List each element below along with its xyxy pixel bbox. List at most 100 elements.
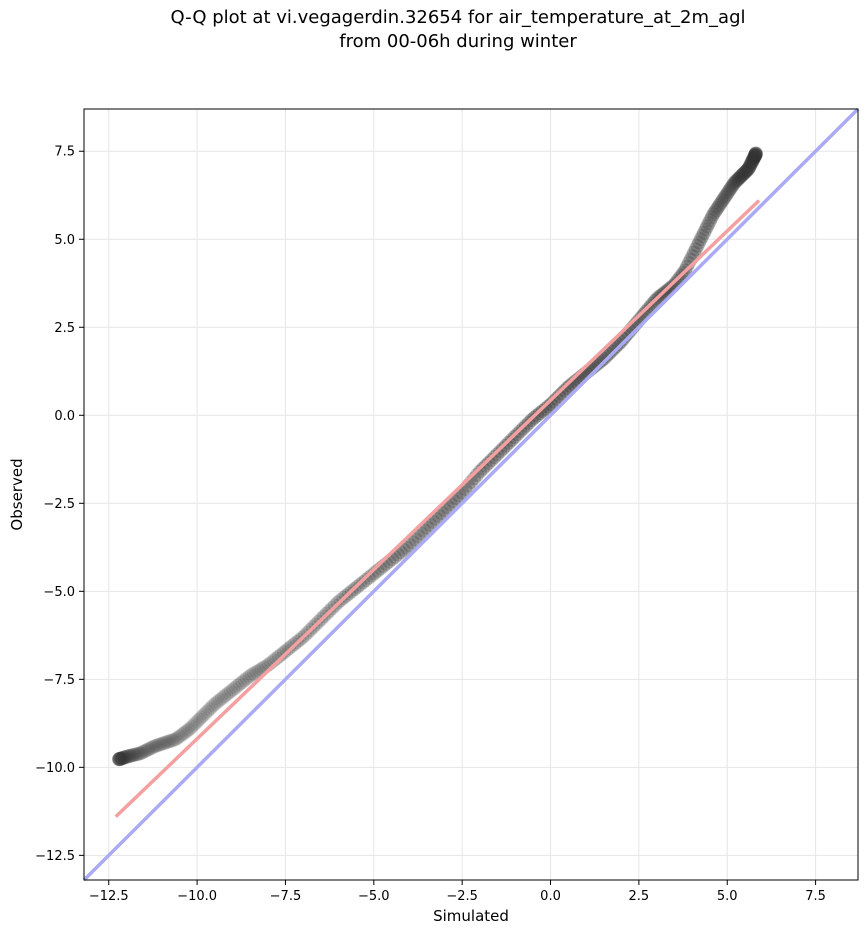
qq-point (146, 739, 161, 754)
qq-point (116, 750, 131, 765)
qq-point (228, 680, 243, 695)
qq-point (239, 671, 254, 686)
qq-point (601, 346, 616, 361)
qq-point (112, 752, 127, 767)
qq-point (118, 750, 133, 765)
qq-point (748, 147, 763, 162)
qq-point (162, 734, 177, 749)
qq-point (732, 170, 747, 185)
qq-point (117, 750, 132, 765)
qq-point (175, 727, 190, 742)
qq-point (706, 207, 721, 222)
qq-point (748, 147, 763, 162)
qq-point (728, 174, 743, 189)
qq-point (127, 747, 142, 762)
qq-point (740, 162, 755, 177)
qq-point (113, 751, 128, 766)
qq-point (748, 148, 763, 163)
qq-point (121, 749, 136, 764)
qq-point (188, 716, 203, 731)
qq-point (182, 721, 197, 736)
qq-point (359, 572, 374, 587)
qq-point (743, 157, 758, 172)
chart-title-line-2: from 00-06h during winter (339, 31, 577, 52)
qq-point (719, 187, 734, 202)
qq-point (113, 751, 128, 766)
qq-point (186, 718, 201, 733)
x-tick-label: 5.0 (717, 889, 738, 904)
qq-point (704, 210, 719, 225)
qq-point (232, 676, 247, 691)
qq-point (192, 712, 207, 727)
y-axis-label: Observed (8, 458, 26, 530)
qq-point (729, 173, 744, 188)
qq-point (731, 171, 746, 186)
y-tick-label: −10.0 (35, 761, 75, 776)
qq-point (144, 740, 159, 755)
qq-point (695, 228, 710, 243)
qq-point (212, 692, 227, 707)
chart-title: Q-Q plot at vi.vegagerdin.32654 for air_… (0, 6, 867, 54)
qq-point (745, 152, 760, 167)
qq-point (744, 155, 759, 170)
qq-point (717, 190, 732, 205)
qq-point (141, 742, 156, 757)
qq-point (170, 731, 185, 746)
qq-point (549, 391, 564, 406)
qq-point (115, 750, 130, 765)
qq-point (736, 166, 751, 181)
qq-point (414, 526, 429, 541)
y-tick-label: 2.5 (54, 321, 75, 336)
qq-point (118, 749, 133, 764)
qq-point (198, 706, 213, 721)
qq-point (487, 450, 502, 465)
qq-point (117, 750, 132, 765)
qq-point (130, 747, 145, 762)
qq-point (690, 238, 705, 253)
x-tick-label: −12.5 (89, 889, 129, 904)
qq-point (748, 146, 763, 161)
qq-point (472, 464, 487, 479)
qq-point (693, 232, 708, 247)
qq-point (710, 200, 725, 215)
qq-point (132, 746, 147, 761)
grid-lines (84, 109, 858, 880)
qq-point (399, 540, 414, 555)
qq-point (113, 751, 128, 766)
qq-point (478, 458, 493, 473)
qq-point (112, 752, 127, 767)
qq-point (554, 386, 569, 401)
qq-point (134, 745, 149, 760)
y-axis-ticks: −12.5 −10.0 −7.5 −5.0 −2.5 0.0 2.5 5.0 7.5 (35, 145, 84, 864)
qq-point (217, 689, 232, 704)
qq-point (715, 192, 730, 207)
qq-point (470, 467, 485, 482)
x-tick-label: 7.5 (805, 889, 826, 904)
qq-point (153, 737, 168, 752)
qq-point (722, 183, 737, 198)
qq-point (496, 441, 511, 456)
qq-point (226, 682, 241, 697)
qq-point (596, 351, 611, 366)
qq-point (711, 198, 726, 213)
reference-lines (82, 107, 860, 882)
y-tick-label: 0.0 (54, 409, 75, 424)
qq-point (116, 750, 131, 765)
qq-point (688, 242, 703, 257)
qq-point (274, 647, 289, 662)
qq-point (113, 751, 128, 766)
qq-point (725, 178, 740, 193)
x-axis-ticks: −12.5 −10.0 −7.5 −5.0 −2.5 0.0 2.5 5.0 7.5 (89, 880, 826, 904)
fit-line (114, 199, 761, 818)
y-tick-label: 7.5 (54, 145, 75, 160)
qq-point (557, 383, 572, 398)
qq-point (737, 165, 752, 180)
qq-point (167, 732, 182, 747)
y-tick-label: −7.5 (43, 673, 75, 688)
qq-point (200, 704, 215, 719)
qq-point (112, 752, 127, 767)
qq-point (724, 180, 739, 195)
qq-point (748, 147, 763, 162)
qq-point (221, 685, 236, 700)
